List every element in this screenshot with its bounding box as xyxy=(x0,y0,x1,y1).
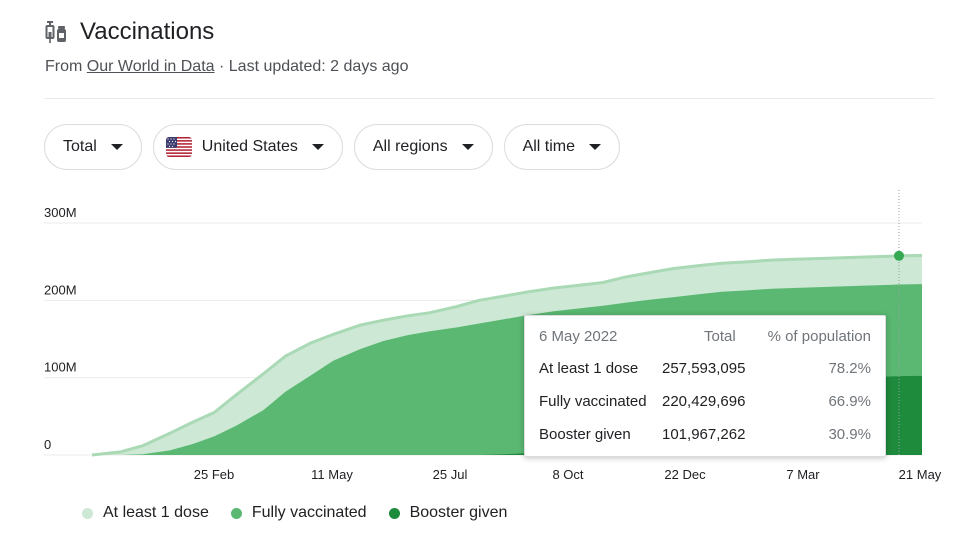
tooltip-pct-header: % of population xyxy=(767,328,871,345)
tooltip-series-total: 220,429,696 xyxy=(662,393,746,410)
tooltip-series-name: Booster given xyxy=(539,426,631,443)
time-range-dropdown[interactable]: All time xyxy=(503,124,621,170)
page-title: Vaccinations xyxy=(80,18,215,45)
chevron-down-icon xyxy=(589,144,602,150)
y-tick-label: 0 xyxy=(44,437,51,452)
chart-legend: At least 1 dose Fully vaccinated Booster… xyxy=(82,504,507,522)
x-tick-label: 22 Dec xyxy=(664,467,706,482)
tooltip-series-pct: 78.2% xyxy=(828,360,871,377)
tooltip-series-total: 101,967,262 xyxy=(662,426,746,443)
x-tick-label: 21 May xyxy=(899,467,942,482)
x-tick-label: 25 Jul xyxy=(433,467,468,482)
tooltip-header: 6 May 2022 Total % of population xyxy=(539,328,871,348)
vaccine-syringe-icon xyxy=(44,19,68,45)
tooltip-series-name: Fully vaccinated xyxy=(539,393,647,410)
legend-swatch xyxy=(230,507,242,519)
separator-dot: · xyxy=(218,58,225,75)
metric-dropdown[interactable]: Total xyxy=(44,124,142,170)
header-divider xyxy=(44,98,934,99)
hover-point xyxy=(894,250,904,261)
legend-label: Fully vaccinated xyxy=(251,504,367,521)
line-at-least-one-dose xyxy=(91,254,923,457)
country-dropdown-label: United States xyxy=(201,138,298,155)
tooltip-series-total: 257,593,095 xyxy=(662,360,746,377)
legend-swatch xyxy=(388,507,400,519)
legend-label: At least 1 dose xyxy=(103,504,209,521)
tooltip-row: Booster given 101,967,262 30.9% xyxy=(539,426,871,446)
y-tick-label: 100M xyxy=(44,360,77,375)
x-tick-label: 7 Mar xyxy=(786,467,820,482)
tooltip-series-pct: 30.9% xyxy=(828,426,871,443)
country-dropdown[interactable]: United States xyxy=(152,124,343,170)
region-dropdown-label: All regions xyxy=(372,138,448,155)
chevron-down-icon xyxy=(110,144,123,150)
region-dropdown[interactable]: All regions xyxy=(353,124,493,170)
tooltip-date: 6 May 2022 xyxy=(539,328,618,345)
tooltip-row: Fully vaccinated 220,429,696 66.9% xyxy=(539,393,871,413)
us-flag-icon xyxy=(165,137,192,157)
legend-item-booster-given[interactable]: Booster given xyxy=(388,504,508,522)
tooltip-series-name: At least 1 dose xyxy=(539,360,639,377)
y-tick-label: 200M xyxy=(44,282,77,297)
x-tick-label: 11 May xyxy=(311,467,353,482)
x-tick-label: 25 Feb xyxy=(194,467,234,482)
y-tick-label: 300M xyxy=(44,205,77,220)
tooltip-row: At least 1 dose 257,593,095 78.2% xyxy=(539,360,871,380)
chart-tooltip: 6 May 2022 Total % of population At leas… xyxy=(524,315,886,457)
source-link[interactable]: Our World in Data xyxy=(86,58,215,75)
source-prefix: From xyxy=(45,58,83,75)
tooltip-series-pct: 66.9% xyxy=(828,393,871,410)
legend-item-fully-vaccinated[interactable]: Fully vaccinated xyxy=(230,504,367,522)
time-range-dropdown-label: All time xyxy=(522,138,576,155)
y-axis: 0 100M 200M 300M xyxy=(44,205,77,452)
x-tick-label: 8 Oct xyxy=(552,467,583,482)
tooltip-total-header: Total xyxy=(704,328,736,345)
chevron-down-icon xyxy=(461,144,474,150)
source-line: From Our World in Data · Last updated: 2… xyxy=(45,58,408,76)
x-axis: 25 Feb 11 May 25 Jul 8 Oct 22 Dec 7 Mar 21 May xyxy=(194,467,942,482)
chevron-down-icon xyxy=(311,144,324,150)
card-header: Vaccinations xyxy=(44,14,214,50)
metric-dropdown-label: Total xyxy=(63,138,97,155)
legend-item-at-least-one-dose[interactable]: At least 1 dose xyxy=(82,504,209,522)
legend-swatch xyxy=(82,507,93,519)
last-updated: Last updated: 2 days ago xyxy=(228,58,409,75)
filter-bar: Total United State xyxy=(44,124,621,170)
hover-indicator xyxy=(894,190,904,455)
legend-label: Booster given xyxy=(409,504,508,521)
